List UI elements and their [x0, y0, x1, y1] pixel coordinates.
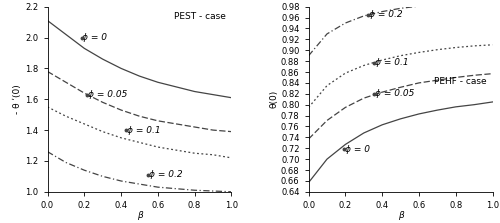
Text: ϕ = 0.1: ϕ = 0.1	[375, 58, 408, 67]
Text: ϕ = 0.2: ϕ = 0.2	[148, 170, 182, 179]
Text: ϕ = 0.05: ϕ = 0.05	[375, 89, 414, 98]
Text: PEST - case: PEST - case	[174, 12, 226, 21]
Text: ϕ = 0.05: ϕ = 0.05	[88, 90, 128, 99]
Text: ϕ = 0: ϕ = 0	[82, 33, 108, 42]
Y-axis label: - θ ʹ(0): - θ ʹ(0)	[14, 84, 22, 114]
Text: PEHF - case: PEHF - case	[434, 77, 487, 86]
Text: ϕ = 0.1: ϕ = 0.1	[126, 126, 160, 135]
Text: ϕ = 0: ϕ = 0	[346, 145, 370, 154]
Text: ϕ = 0.2: ϕ = 0.2	[370, 10, 403, 19]
X-axis label: β: β	[136, 211, 142, 220]
Y-axis label: θ(0): θ(0)	[269, 90, 278, 108]
X-axis label: β: β	[398, 211, 404, 220]
